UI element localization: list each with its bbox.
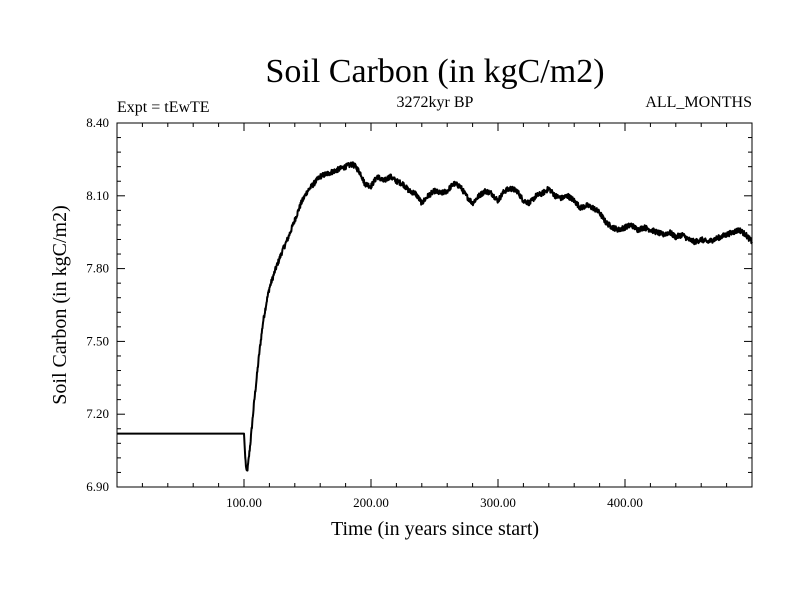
y-tick-label: 7.50 <box>86 333 109 348</box>
plot-frame <box>116 122 753 488</box>
y-tick-label: 7.20 <box>86 406 109 421</box>
series-line-soil-carbon <box>116 161 753 472</box>
period-label: 3272kyr BP <box>397 94 474 111</box>
x-axis-label: Time (in years since start) <box>331 518 539 540</box>
x-tick-label: 100.00 <box>226 495 262 510</box>
y-tick-label: 6.90 <box>86 479 109 494</box>
chart-title: Soil Carbon (in kgC/m2) <box>265 53 604 90</box>
x-axis: 100.00 200.00 300.00 400.00 <box>141 123 728 510</box>
months-label: ALL_MONTHS <box>645 94 752 111</box>
y-axis-label: Soil Carbon (in kgC/m2) <box>49 205 71 404</box>
x-tick-label: 200.00 <box>353 495 389 510</box>
y-axis: 6.90 7.20 7.50 7.80 8.10 8.40 <box>86 115 752 494</box>
y-tick-label: 8.10 <box>86 188 109 203</box>
x-tick-label: 400.00 <box>607 495 643 510</box>
y-tick-label: 8.40 <box>86 115 109 130</box>
x-tick-label: 300.00 <box>480 495 516 510</box>
y-tick-label: 7.80 <box>86 261 109 276</box>
experiment-label: Expt = tEwTE <box>117 99 210 116</box>
